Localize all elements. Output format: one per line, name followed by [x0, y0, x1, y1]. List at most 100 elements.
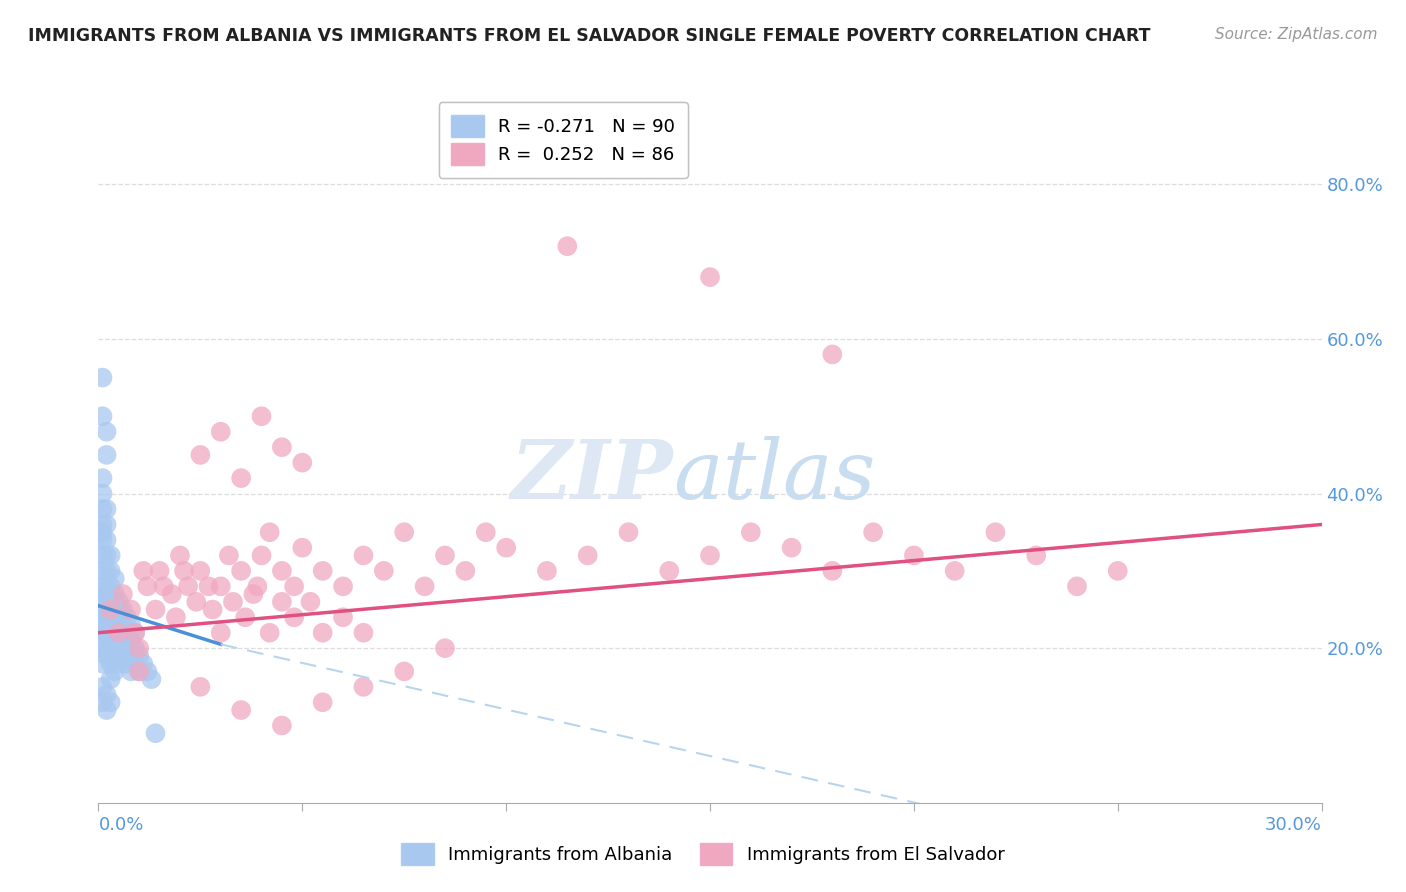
- Point: [104, 665, 127, 679]
- Point: [100, 625, 122, 640]
- Point: [104, 641, 127, 656]
- Text: 30.0%: 30.0%: [1265, 816, 1322, 834]
- Point: [373, 564, 395, 578]
- Point: [943, 564, 966, 578]
- Point: [96, 641, 118, 656]
- Point: [111, 618, 134, 632]
- Point: [120, 618, 142, 632]
- Point: [104, 610, 127, 624]
- Point: [197, 579, 219, 593]
- Point: [100, 579, 122, 593]
- Point: [259, 525, 281, 540]
- Text: 0.0%: 0.0%: [98, 816, 143, 834]
- Point: [91, 502, 114, 516]
- Point: [91, 471, 114, 485]
- Point: [1107, 564, 1129, 578]
- Text: IMMIGRANTS FROM ALBANIA VS IMMIGRANTS FROM EL SALVADOR SINGLE FEMALE POVERTY COR: IMMIGRANTS FROM ALBANIA VS IMMIGRANTS FR…: [28, 27, 1150, 45]
- Point: [108, 633, 131, 648]
- Point: [91, 579, 114, 593]
- Point: [91, 680, 114, 694]
- Text: atlas: atlas: [673, 436, 876, 516]
- Point: [434, 641, 457, 656]
- Point: [231, 564, 253, 578]
- Point: [120, 665, 142, 679]
- Point: [186, 595, 208, 609]
- Point: [108, 641, 131, 656]
- Point: [96, 688, 118, 702]
- Point: [128, 665, 150, 679]
- Point: [100, 618, 122, 632]
- Point: [124, 625, 146, 640]
- Point: [474, 525, 498, 540]
- Point: [91, 517, 114, 532]
- Point: [111, 648, 134, 663]
- Point: [242, 587, 264, 601]
- Point: [96, 595, 118, 609]
- Point: [231, 703, 253, 717]
- Point: [233, 610, 256, 624]
- Point: [96, 517, 118, 532]
- Point: [108, 657, 131, 671]
- Point: [111, 625, 134, 640]
- Point: [141, 672, 163, 686]
- Point: [495, 541, 517, 555]
- Point: [352, 625, 374, 640]
- Point: [165, 610, 187, 624]
- Point: [332, 610, 354, 624]
- Point: [91, 525, 114, 540]
- Point: [201, 602, 224, 616]
- Point: [91, 549, 114, 563]
- Point: [283, 579, 305, 593]
- Point: [91, 657, 114, 671]
- Point: [332, 579, 354, 593]
- Point: [111, 587, 134, 601]
- Point: [434, 549, 457, 563]
- Point: [152, 579, 174, 593]
- Point: [1066, 579, 1088, 593]
- Point: [96, 625, 118, 640]
- Point: [312, 564, 335, 578]
- Point: [96, 648, 118, 663]
- Point: [91, 695, 114, 709]
- Point: [124, 641, 146, 656]
- Point: [104, 602, 127, 616]
- Point: [270, 564, 294, 578]
- Point: [821, 564, 844, 578]
- Point: [104, 572, 127, 586]
- Point: [100, 657, 122, 671]
- Point: [115, 625, 138, 640]
- Point: [740, 525, 762, 540]
- Point: [124, 657, 146, 671]
- Point: [100, 587, 122, 601]
- Point: [128, 641, 150, 656]
- Point: [96, 425, 118, 439]
- Point: [188, 448, 212, 462]
- Point: [96, 502, 118, 516]
- Point: [862, 525, 884, 540]
- Point: [91, 602, 114, 616]
- Point: [218, 549, 240, 563]
- Point: [250, 409, 273, 424]
- Legend: Immigrants from Albania, Immigrants from El Salvador: Immigrants from Albania, Immigrants from…: [392, 834, 1014, 874]
- Point: [91, 486, 114, 500]
- Point: [132, 564, 155, 578]
- Point: [120, 633, 142, 648]
- Point: [91, 625, 114, 640]
- Point: [104, 618, 127, 632]
- Point: [108, 595, 131, 609]
- Point: [111, 633, 134, 648]
- Point: [536, 564, 558, 578]
- Point: [352, 549, 374, 563]
- Point: [312, 695, 335, 709]
- Point: [270, 440, 294, 454]
- Point: [246, 579, 269, 593]
- Point: [100, 672, 122, 686]
- Point: [392, 525, 416, 540]
- Point: [96, 579, 118, 593]
- Point: [209, 579, 232, 593]
- Point: [250, 549, 273, 563]
- Point: [100, 641, 122, 656]
- Point: [136, 665, 159, 679]
- Point: [259, 625, 281, 640]
- Point: [96, 703, 118, 717]
